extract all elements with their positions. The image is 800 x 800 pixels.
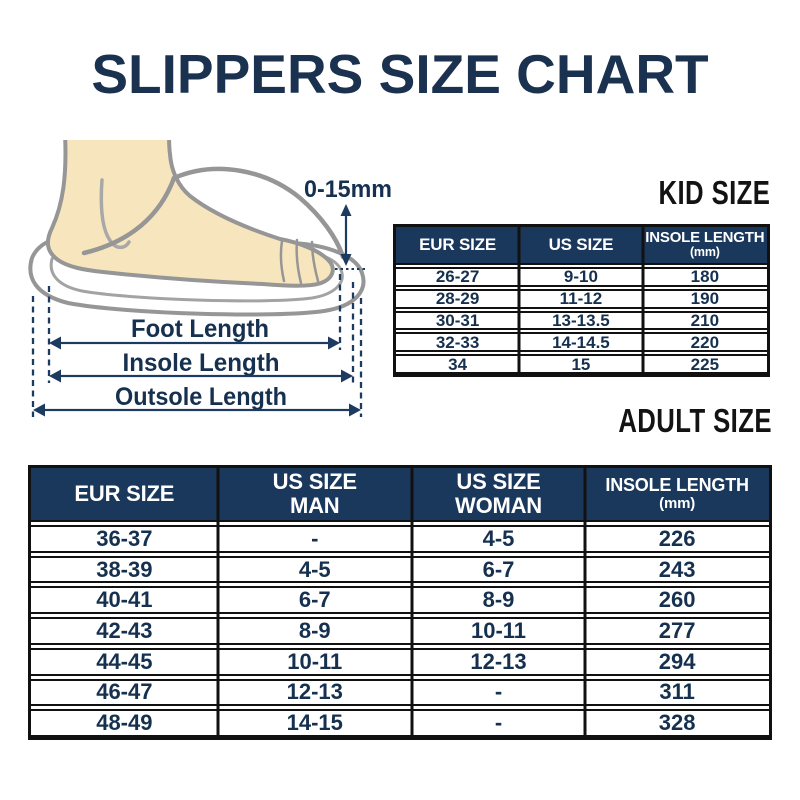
adult-table-cell: 226	[658, 527, 696, 551]
adult-table-row: 38-39 4-5 6-7 243	[31, 555, 769, 584]
header-label: US SIZE	[548, 234, 614, 254]
header-label: INSOLE LENGTH	[645, 229, 765, 247]
dashed-reference-lines	[31, 274, 363, 417]
kid-table-body: 26-27 9-10 180 28-29 11-12 190 30-31 13-13.5 210…	[396, 267, 767, 374]
adult-table-header-row: EUR SIZE US SIZE MAN US SIZE WOMAN INSOL…	[31, 468, 769, 522]
adult-size-heading: ADULT SIZE	[618, 402, 772, 439]
kid-table-header-row: EUR SIZE US SIZE INSOLE LENGTH (mm)	[396, 227, 767, 265]
kid-table-cell: 30-31	[435, 312, 480, 329]
adult-table-row: 44-45 10-11 12-13 294	[31, 647, 769, 676]
foot-measurement-diagram: 0-15mm Foot Length Insole Length Outsole…	[28, 140, 392, 417]
adult-table-cell: 4-5	[482, 527, 515, 551]
kid-header-us-size: US SIZE	[519, 227, 643, 263]
adult-table-cell: 294	[658, 649, 696, 674]
adult-table-cell: 48-49	[96, 711, 153, 736]
adult-table-cell: 8-9	[298, 619, 331, 643]
adult-table-row: 42-43 8-9 10-11 277	[31, 617, 769, 645]
adult-table-cell: 12-13	[470, 649, 527, 674]
insole-length-arrow	[49, 369, 353, 383]
adult-table-cell: 38-39	[96, 557, 153, 582]
outsole-length-label: Outsole Length	[115, 383, 287, 411]
kid-table-cell: 14-14.5	[552, 334, 610, 351]
kid-table-row: 30-31 13-13.5 210	[396, 310, 767, 331]
kid-table-cell: 28-29	[435, 290, 480, 307]
adult-table-cell: 44-45	[96, 649, 153, 674]
kid-table-cell: 180	[690, 269, 720, 285]
header-label: WOMAN	[455, 493, 542, 518]
kid-table-row: 26-27 9-10 180	[396, 267, 767, 287]
kid-table-row: 32-33 14-14.5 220	[396, 332, 767, 353]
header-label: MAN	[289, 493, 340, 518]
kid-table-cell: 15	[571, 356, 591, 372]
kid-size-heading: KID SIZE	[658, 174, 770, 211]
kid-table-row: 34 15 225	[396, 354, 767, 374]
header-label: INSOLE LENGTH	[605, 475, 749, 496]
adult-table-cell: 260	[658, 588, 696, 613]
kid-table-cell: 190	[690, 290, 720, 307]
header-label: US SIZE	[272, 469, 357, 495]
outsole-length-arrow	[33, 403, 361, 417]
adult-size-table: EUR SIZE US SIZE MAN US SIZE WOMAN INSOL…	[28, 465, 772, 740]
header-label: EUR SIZE	[419, 234, 496, 254]
foot-length-arrow	[49, 336, 340, 350]
kid-table-cell: 9-10	[563, 269, 598, 285]
adult-table-cell: 14-15	[286, 711, 343, 736]
adult-table-cell: 4-5	[298, 557, 331, 582]
adult-table-cell: 311	[659, 680, 695, 705]
adult-table-cell: 10-11	[287, 649, 343, 674]
adult-table-cell: 277	[658, 619, 696, 643]
kid-header-insole-length: INSOLE LENGTH (mm)	[643, 227, 767, 263]
adult-table-cell: -	[494, 680, 503, 705]
header-label: US SIZE	[456, 469, 541, 495]
adult-table-cell: 8-9	[482, 588, 515, 613]
header-sublabel: (mm)	[689, 245, 720, 260]
kid-table-cell: 225	[690, 356, 720, 372]
insole-length-label: Insole Length	[123, 349, 280, 377]
kid-table-row: 28-29 11-12 190	[396, 288, 767, 309]
kid-table-cell: 220	[690, 334, 720, 351]
adult-table-cell: 243	[658, 557, 696, 582]
adult-header-us-size-woman: US SIZE WOMAN	[412, 468, 585, 520]
adult-table-body: 36-37 - 4-5 226 38-39 4-5 6-7 243 40-41 6-7 8-9 260…	[31, 525, 769, 738]
adult-table-row: 48-49 14-15 - 328	[31, 709, 769, 738]
adult-header-insole-length: INSOLE LENGTH (mm)	[585, 468, 769, 520]
kid-table-cell: 210	[690, 312, 720, 329]
adult-table-cell: -	[311, 527, 319, 551]
adult-header-eur-size: EUR SIZE	[31, 468, 218, 520]
adult-table-row: 36-37 - 4-5 226	[31, 525, 769, 553]
kid-header-eur-size: EUR SIZE	[396, 227, 519, 263]
kid-table-cell: 11-12	[559, 290, 603, 307]
adult-table-cell: 12-13	[286, 680, 343, 705]
kid-size-table: EUR SIZE US SIZE INSOLE LENGTH (mm) 26-2…	[393, 224, 770, 377]
page-title: SLIPPERS SIZE CHART	[91, 43, 709, 105]
slipper-upper-outline	[81, 166, 346, 260]
header-sublabel: (mm)	[659, 494, 696, 512]
foot-shape	[45, 140, 335, 288]
kid-table-cell: 13-13.5	[552, 312, 610, 329]
kid-table-cell: 34	[448, 356, 468, 372]
kid-table-cell: 32-33	[435, 334, 480, 351]
adult-table-cell: 46-47	[96, 680, 153, 705]
toe-gap-label: 0-15mm	[304, 176, 392, 203]
toe-crease-lines	[279, 238, 320, 285]
adult-table-row: 46-47 12-13 - 311	[31, 678, 769, 707]
adult-table-cell: 10-11	[470, 619, 527, 643]
adult-table-cell: 42-43	[96, 619, 153, 643]
adult-table-cell: 6-7	[298, 588, 331, 613]
adult-table-cell: 6-7	[482, 557, 515, 582]
kid-table-cell: 26-27	[435, 269, 480, 285]
toe-gap-arrow	[340, 204, 352, 266]
adult-table-cell: 328	[658, 711, 696, 736]
foot-length-label: Foot Length	[131, 315, 269, 343]
adult-header-us-size-man: US SIZE MAN	[218, 468, 412, 520]
adult-table-cell: 36-37	[96, 527, 153, 551]
adult-table-row: 40-41 6-7 8-9 260	[31, 586, 769, 615]
adult-table-cell: -	[494, 711, 503, 736]
header-label: EUR SIZE	[74, 481, 175, 507]
adult-table-cell: 40-41	[96, 588, 153, 613]
